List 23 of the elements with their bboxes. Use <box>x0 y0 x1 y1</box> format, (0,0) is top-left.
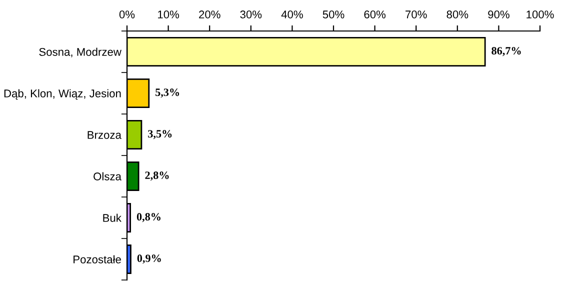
x-tick-label: 50% <box>322 10 344 18</box>
data-label: 0,9% <box>137 254 161 264</box>
y-tick-label: Dąb, Klon, Wiąz, Jesion <box>4 89 121 100</box>
y-tick-label: Buk <box>103 214 122 222</box>
data-label: 86,7% <box>492 47 521 56</box>
data-label: 5,3% <box>156 88 180 98</box>
x-tick-label: 40% <box>281 10 303 18</box>
x-tick-label: 90% <box>488 10 510 18</box>
y-tick-label: Pozostałe <box>74 255 121 264</box>
data-label: 0,8% <box>136 213 160 222</box>
x-tick-label: 10% <box>158 10 180 18</box>
x-tick-label: 20% <box>199 10 220 18</box>
x-tick-label: 100% <box>526 10 554 18</box>
x-tick-label: 70% <box>406 10 427 18</box>
x-tick-label: 0% <box>119 10 135 18</box>
data-label: 2,8% <box>145 172 169 181</box>
y-tick-label: Brzoza <box>88 131 122 139</box>
x-tick-label: 30% <box>240 10 262 18</box>
y-tick-label: Olsza <box>94 172 122 180</box>
x-tick-label: 80% <box>446 10 468 18</box>
data-label: 3,5% <box>148 130 172 140</box>
y-tick-label: Sosna, Modrzew <box>39 48 122 58</box>
x-tick-label: 60% <box>364 10 386 18</box>
